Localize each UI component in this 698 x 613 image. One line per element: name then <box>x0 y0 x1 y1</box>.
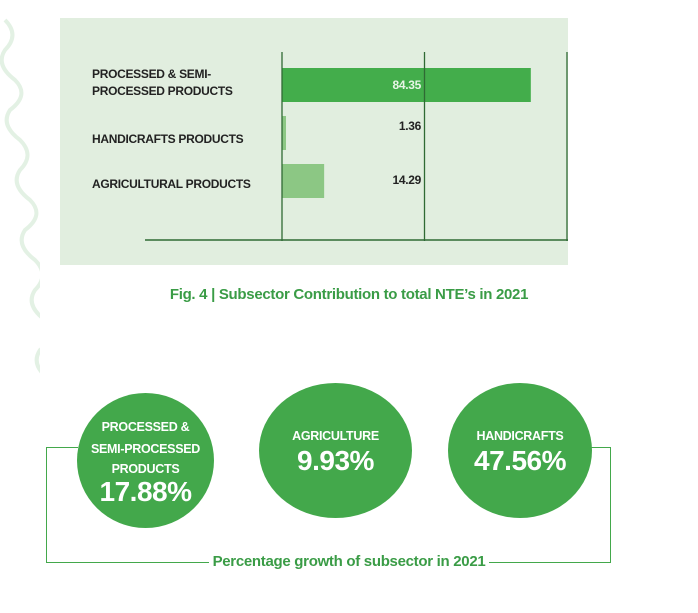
label-line: PROCESSED PRODUCTS <box>92 84 233 98</box>
bar <box>282 164 325 198</box>
growth-circle-agriculture: AGRICULTURE 9.93% <box>259 383 412 518</box>
value-label: 1.36 <box>398 119 421 133</box>
chart-panel <box>60 18 568 265</box>
bracket-top-right <box>580 447 611 448</box>
circle-label: HANDICRAFTS <box>476 429 564 443</box>
bracket-top-left <box>46 447 78 448</box>
bar-chart <box>145 52 568 241</box>
bar <box>282 116 287 150</box>
value-label: 14.29 <box>392 173 421 187</box>
category-label-handicrafts: HANDICRAFTS PRODUCTS <box>92 132 244 146</box>
label-line: PROCESSED & SEMI- <box>92 67 211 81</box>
category-label-processed: PROCESSED & SEMI- PROCESSED PRODUCTS <box>92 66 233 100</box>
circle-label: SEMI-PROCESSED <box>90 441 200 456</box>
decorative-pattern <box>0 18 40 374</box>
value-label: 84.35 <box>392 78 421 92</box>
circle-label: AGRICULTURE <box>292 429 379 443</box>
category-label-agricultural: AGRICULTURAL PRODUCTS <box>92 177 251 191</box>
circle-label: PROCESSED & <box>101 419 190 434</box>
circle-value: 47.56% <box>474 445 566 476</box>
figure-caption: Fig. 4 | Subsector Contribution to total… <box>169 286 529 303</box>
bar <box>282 68 531 102</box>
growth-caption: Percentage growth of subsector in 2021 <box>208 553 490 570</box>
circle-value: 17.88% <box>99 475 192 507</box>
growth-circle-handicrafts: HANDICRAFTS 47.56% <box>448 383 592 518</box>
growth-circle-processed: PROCESSED & SEMI-PROCESSED PRODUCTS 17.8… <box>77 393 214 528</box>
growth-caption-wrap: Percentage growth of subsector in 2021 <box>0 553 698 571</box>
circle-label: PRODUCTS <box>111 461 180 476</box>
circle-value: 9.93% <box>297 445 374 476</box>
